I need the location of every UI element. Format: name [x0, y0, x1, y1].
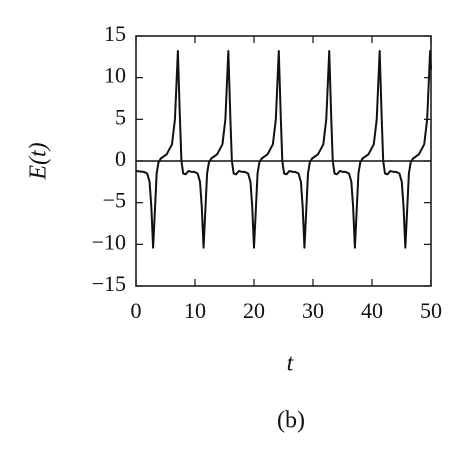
caption: (b) — [277, 408, 305, 434]
x-tick-label: 0 — [131, 298, 142, 323]
x-tick-label: 40 — [361, 298, 383, 323]
y-tick-label: 10 — [104, 63, 126, 88]
y-tick-label: 5 — [115, 104, 126, 129]
data-line — [135, 50, 432, 249]
x-tick-label: 50 — [420, 298, 442, 323]
x-tick-label: 10 — [184, 298, 206, 323]
y-axis-label: E(t) — [26, 142, 52, 180]
y-tick-label: −5 — [103, 188, 126, 213]
y-tick-label: 0 — [115, 146, 126, 171]
y-tick-label: −15 — [92, 271, 126, 296]
y-tick-label: −10 — [92, 229, 126, 254]
x-tick-label: 30 — [302, 298, 324, 323]
x-tick-label: 20 — [243, 298, 265, 323]
y-tick-label: 15 — [104, 21, 126, 46]
x-axis-label: t — [287, 351, 295, 377]
